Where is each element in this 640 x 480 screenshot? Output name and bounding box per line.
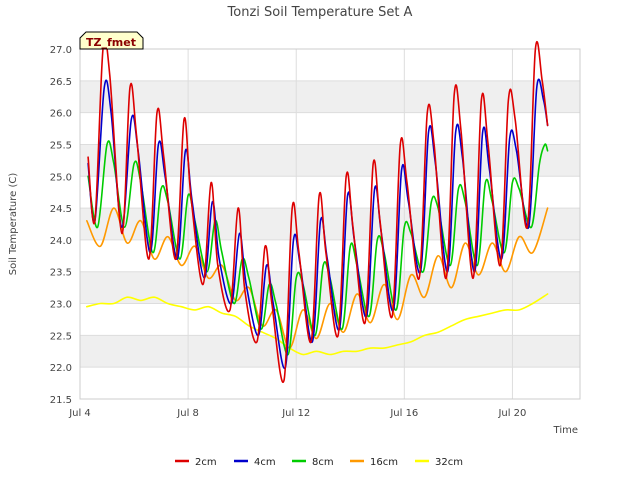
x-tick-label: Jul 16 (389, 408, 418, 419)
series-line-2cm (87, 37, 549, 384)
x-tick-label: Jul 4 (68, 408, 91, 419)
y-tick-label: 23.0 (50, 300, 72, 311)
y-tick-label: 22.0 (50, 363, 72, 374)
plot-frame (79, 48, 581, 400)
series-line-8cm (87, 140, 549, 356)
site-badge: TZ_fmet (79, 31, 144, 50)
site-badge-label: TZ_fmet (86, 36, 136, 49)
legend-label-4cm: 4cm (254, 457, 276, 468)
band (80, 80, 580, 113)
y-axis-ticks: 21.5 22.0 22.5 23.0 23.5 24.0 24.5 25.0 25.5 26.0… (50, 45, 72, 406)
series-lines (86, 37, 549, 384)
x-axis-ticks: Jul 4 Jul 8 Jul 12 Jul 16 Jul 20 (68, 408, 526, 419)
legend-label-32cm: 32cm (435, 457, 463, 468)
chart-title: Tonzi Soil Temperature Set A (227, 5, 413, 20)
y-tick-label: 26.0 (50, 109, 72, 120)
y-axis-title: Soil Temperature (C) (8, 173, 19, 276)
y-tick-label: 27.0 (50, 45, 72, 56)
y-tick-label: 25.0 (50, 172, 72, 183)
series-line-32cm (86, 293, 549, 356)
y-tick-label: 24.5 (50, 204, 72, 215)
x-tick-label: Jul 20 (497, 408, 526, 419)
y-tick-label: 26.5 (50, 77, 72, 88)
x-axis-title: Time (553, 425, 578, 436)
y-tick-label: 25.5 (50, 140, 72, 151)
y-tick-label: 22.5 (50, 331, 72, 342)
legend-label-8cm: 8cm (312, 457, 334, 468)
site-badge-box (79, 31, 144, 50)
x-tick-label: Jul 8 (176, 408, 199, 419)
legend-label-16cm: 16cm (370, 457, 398, 468)
y-tick-label: 21.5 (50, 395, 72, 406)
x-tick-label: Jul 12 (281, 408, 310, 419)
band (80, 335, 580, 368)
y-tick-label: 24.0 (50, 236, 72, 247)
y-tick-label: 23.5 (50, 268, 72, 279)
legend-label-2cm: 2cm (195, 457, 217, 468)
legend: 2cm 4cm 8cm 16cm 32cm (175, 457, 463, 468)
